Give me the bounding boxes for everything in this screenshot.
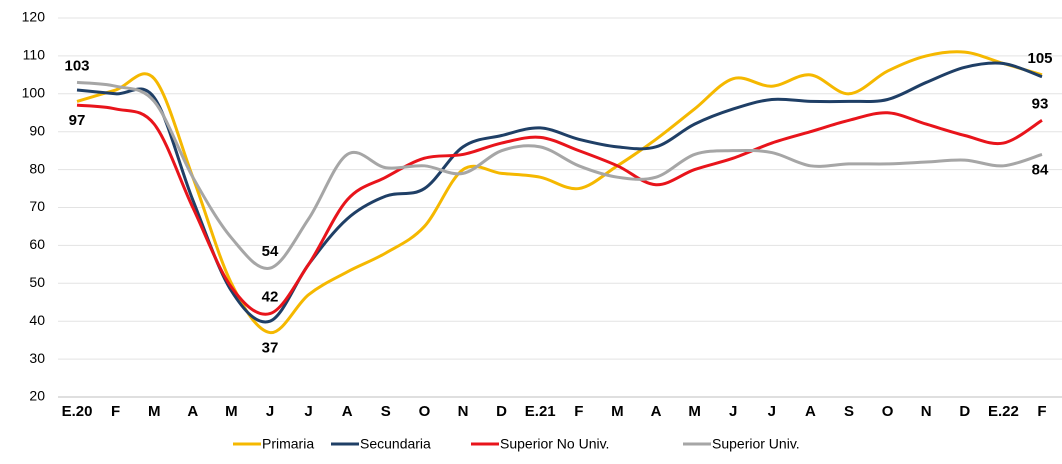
x-tick-label: S <box>844 403 854 420</box>
x-tick-label: F <box>574 403 583 420</box>
x-tick-label: S <box>381 403 391 420</box>
value-label: 105 <box>1027 50 1052 67</box>
value-label: 54 <box>262 243 279 260</box>
y-tick-label: 60 <box>29 236 45 252</box>
x-tick-label: O <box>882 403 894 420</box>
x-tick-label: J <box>266 403 274 420</box>
y-tick-label: 20 <box>29 388 45 404</box>
x-tick-label: A <box>342 403 353 420</box>
y-tick-label: 70 <box>29 198 45 214</box>
legend-label: Superior No Univ. <box>500 436 609 452</box>
y-tick-label: 50 <box>29 274 45 290</box>
value-label: 42 <box>262 289 279 306</box>
x-tick-label: M <box>148 403 161 420</box>
x-tick-label: N <box>458 403 469 420</box>
x-tick-label: D <box>959 403 970 420</box>
x-tick-label: M <box>225 403 238 420</box>
x-tick-label: A <box>651 403 662 420</box>
x-tick-label: M <box>611 403 624 420</box>
y-tick-label: 90 <box>29 122 45 138</box>
x-tick-label: A <box>805 403 816 420</box>
x-tick-label: E.20 <box>62 403 93 420</box>
line <box>76 50 1043 335</box>
legend-label: Primaria <box>262 436 314 452</box>
value-label: 103 <box>64 57 89 74</box>
value-label: 37 <box>262 340 279 357</box>
legend-label: Superior Univ. <box>712 436 800 452</box>
y-tick-label: 40 <box>29 312 45 328</box>
line <box>76 103 1043 316</box>
x-tick-label: F <box>111 403 120 420</box>
line <box>76 80 1043 270</box>
x-tick-label: E.21 <box>525 403 556 420</box>
value-label: 93 <box>1032 95 1049 112</box>
x-tick-label: J <box>729 403 737 420</box>
x-tick-label: F <box>1037 403 1046 420</box>
x-tick-label: N <box>921 403 932 420</box>
legend-label: Secundaria <box>360 436 431 452</box>
x-tick-label: E.22 <box>988 403 1019 420</box>
x-tick-label: J <box>304 403 312 420</box>
x-tick-label: O <box>419 403 431 420</box>
value-label: 84 <box>1032 161 1049 178</box>
y-tick-label: 80 <box>29 160 45 176</box>
x-tick-label: A <box>187 403 198 420</box>
value-label: 97 <box>69 112 86 129</box>
x-tick-label: M <box>688 403 701 420</box>
x-tick-label: J <box>768 403 776 420</box>
y-tick-label: 100 <box>22 85 46 101</box>
x-tick-label: D <box>496 403 507 420</box>
y-tick-label: 120 <box>22 9 46 25</box>
y-tick-label: 30 <box>29 350 45 366</box>
y-tick-label: 110 <box>23 47 46 63</box>
